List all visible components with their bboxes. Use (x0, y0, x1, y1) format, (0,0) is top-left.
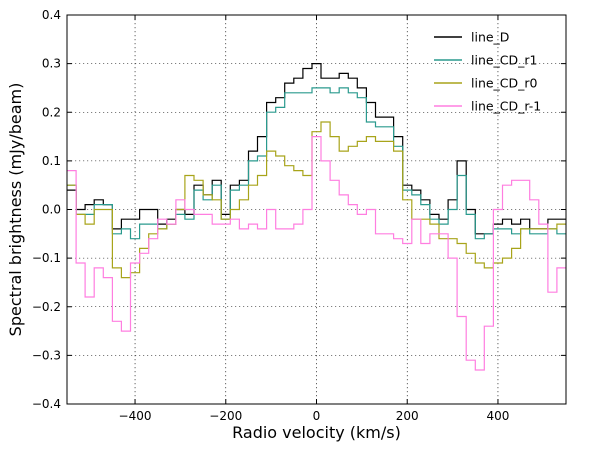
series-line-line-cd-r-1 (67, 136, 566, 371)
y-tick-label: −0.2 (32, 300, 61, 314)
y-tick-label: 0.1 (42, 154, 61, 168)
y-tick-label: 0.0 (42, 203, 61, 217)
x-tick-label: −200 (209, 409, 242, 423)
grid-lines (67, 15, 566, 404)
legend-label: line_CD_r1 (471, 53, 538, 68)
legend-label: line_D (471, 30, 509, 45)
x-axis-label: Radio velocity (km/s) (232, 423, 401, 442)
x-tick-label: −400 (119, 409, 152, 423)
x-tick-label: 400 (487, 409, 510, 423)
tick-labels: −400 −200 0 200 400 −0.4 −0.3 −0.2 −0.1 0.0 0.1 0.2… (32, 8, 510, 423)
y-tick-label: 0.4 (42, 8, 61, 22)
y-tick-label: 0.3 (42, 57, 61, 71)
x-tick-label: 200 (396, 409, 419, 423)
y-axis-label: Spectral brightness (mJy/beam) (6, 83, 25, 337)
series-lines (67, 63, 566, 371)
series-line-line-d (67, 63, 566, 235)
series-line-line-cd-r0 (67, 121, 566, 279)
legend-label: line_CD_r0 (471, 76, 538, 91)
x-tick-label: 0 (313, 409, 321, 423)
y-tick-label: 0.2 (42, 105, 61, 119)
y-tick-label: −0.3 (32, 348, 61, 362)
legend-label: line_CD_r-1 (471, 99, 541, 114)
axis-ticks (67, 14, 566, 405)
legend: line_D line_CD_r1 line_CD_r0 line_CD_r-1 (434, 30, 541, 114)
y-tick-label: −0.4 (32, 397, 61, 411)
y-tick-label: −0.1 (32, 251, 61, 265)
